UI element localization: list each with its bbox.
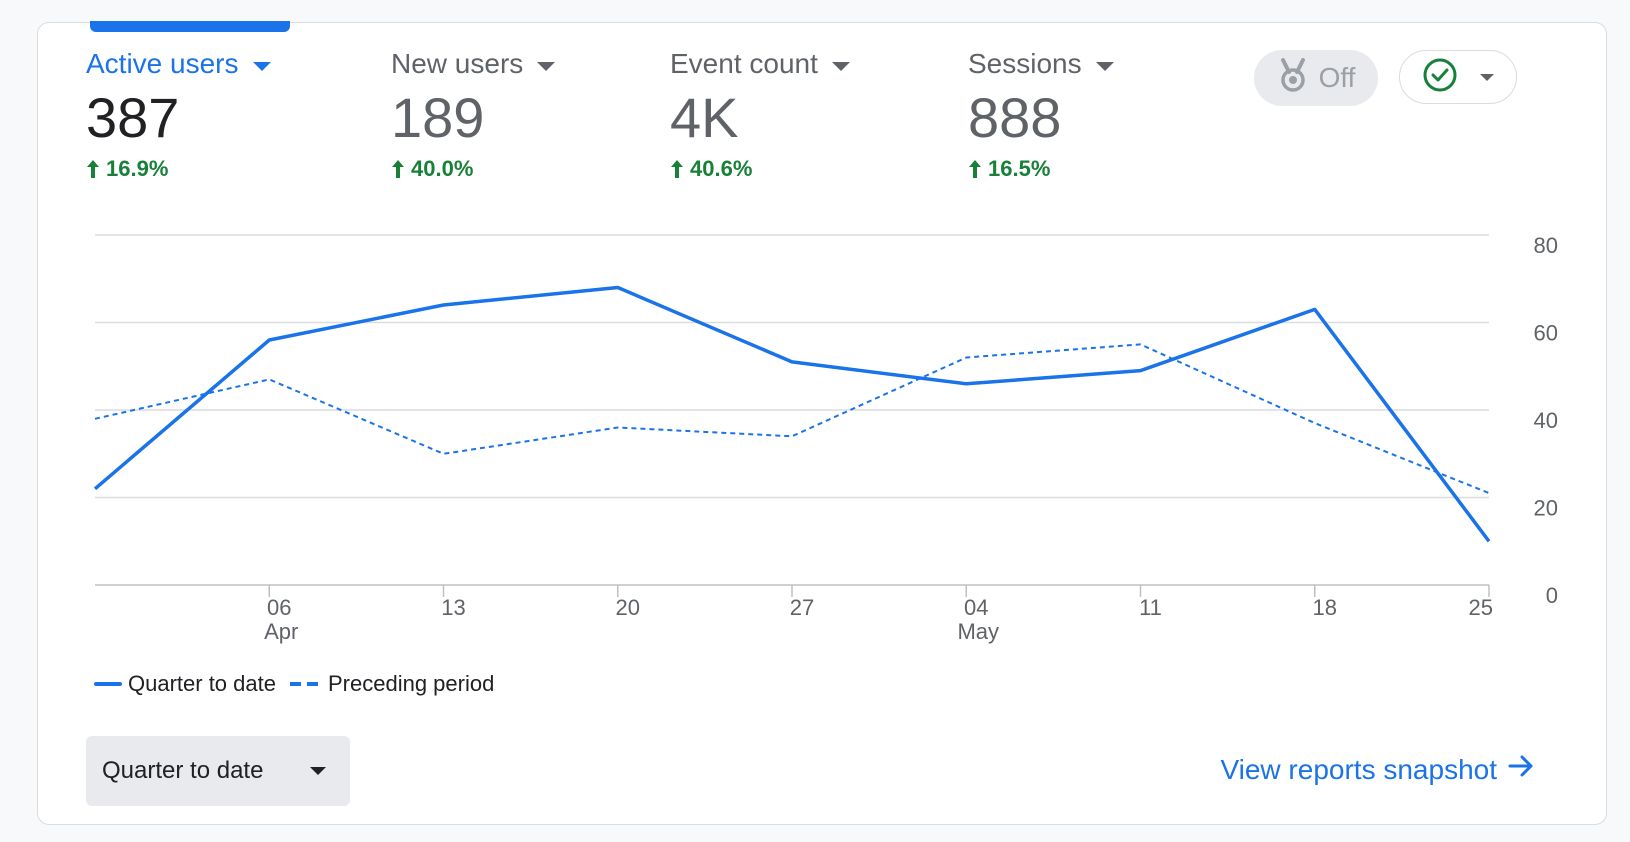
x-tick-label: 06 xyxy=(267,595,291,620)
y-tick-label: 80 xyxy=(1534,233,1558,258)
metric-label: Sessions xyxy=(968,48,1082,79)
metric-header[interactable]: Event count xyxy=(670,48,850,80)
arrow-right-icon xyxy=(1507,752,1535,787)
dropdown-caret-icon[interactable] xyxy=(831,61,850,71)
metric-value: 888 xyxy=(968,86,1062,149)
x-tick-label: 11 xyxy=(1139,595,1162,620)
metric-change-value: 16.5% xyxy=(988,156,1051,182)
x-tick-label: 04 xyxy=(964,595,988,620)
view-reports-snapshot-link[interactable]: View reports snapshot xyxy=(1220,752,1535,787)
metric-change: 16.9% xyxy=(86,156,271,182)
x-tick-label: 27 xyxy=(790,595,814,620)
arrow-up-icon xyxy=(968,159,982,179)
dropdown-caret-icon[interactable] xyxy=(537,61,556,71)
metric-tab-new-users[interactable]: New users 189 40.0% xyxy=(391,48,556,182)
legend-dashed-label: Preceding period xyxy=(327,671,495,696)
metric-header[interactable]: New users xyxy=(391,48,556,80)
metric-tab-event-count[interactable]: Event count 4K 40.6% xyxy=(670,48,850,182)
medal-icon xyxy=(1277,57,1309,99)
y-tick-label: 60 xyxy=(1534,321,1558,346)
legend-solid-swatch xyxy=(94,682,122,686)
y-tick-label: 40 xyxy=(1534,408,1558,433)
metric-value: 4K xyxy=(670,86,739,149)
date-range-dropdown[interactable]: Quarter to date xyxy=(86,736,350,806)
metric-header[interactable]: Sessions xyxy=(968,48,1114,80)
metric-change-value: 40.0% xyxy=(411,156,474,182)
y-tick-label: 0 xyxy=(1546,583,1558,608)
legend-item-dashed: Preceding period xyxy=(289,671,495,697)
metric-change: 40.0% xyxy=(391,156,555,182)
arrow-up-icon xyxy=(670,159,684,179)
metric-change: 16.5% xyxy=(968,156,1114,182)
data-quality-dropdown[interactable] xyxy=(1399,50,1517,104)
insights-toggle-off[interactable]: Off xyxy=(1254,50,1378,106)
check-circle-icon xyxy=(1422,57,1458,98)
metric-tab-sessions[interactable]: Sessions 888 16.5% xyxy=(968,48,1114,182)
metric-header[interactable]: Active users xyxy=(86,48,271,80)
x-tick-label: 18 xyxy=(1313,595,1337,620)
dropdown-caret-icon xyxy=(1480,73,1494,81)
metric-change-value: 16.9% xyxy=(106,156,169,182)
x-tick-label: 20 xyxy=(616,595,640,620)
line-chart: 0 20 40 60 80 06 Apr 13 20 27 04 May 11 18 25 xyxy=(93,233,1558,644)
snapshot-link-label: View reports snapshot xyxy=(1220,753,1497,785)
legend-item-solid: Quarter to date xyxy=(94,671,276,697)
metric-label: Active users xyxy=(86,48,239,79)
arrow-up-icon xyxy=(86,159,100,179)
metric-value: 387 xyxy=(86,86,180,149)
dropdown-caret-icon xyxy=(310,767,326,775)
chart-legend: Quarter to date Preceding period xyxy=(94,671,508,697)
metric-value: 189 xyxy=(391,86,485,149)
active-tab-indicator xyxy=(90,21,290,32)
legend-solid-label: Quarter to date xyxy=(128,671,276,696)
metric-label: Event count xyxy=(670,48,818,79)
x-tick-sublabel: May xyxy=(957,619,999,644)
metric-tab-active-users[interactable]: Active users 387 16.9% xyxy=(86,48,271,182)
x-tick-sublabel: Apr xyxy=(264,619,298,644)
dropdown-caret-icon[interactable] xyxy=(252,61,271,71)
series-line-preceding-period xyxy=(94,343,1490,495)
date-range-label: Quarter to date xyxy=(102,757,264,784)
metric-change-value: 40.6% xyxy=(690,156,753,182)
arrow-up-icon xyxy=(391,159,405,179)
legend-dashed-swatch xyxy=(289,682,318,686)
metric-label: New users xyxy=(391,48,524,79)
x-tick-label: 13 xyxy=(441,595,465,620)
series-line-quarter-to-date xyxy=(93,285,1491,543)
y-tick-label: 20 xyxy=(1534,496,1558,521)
toggle-label: Off xyxy=(1318,62,1356,93)
metric-change: 40.6% xyxy=(670,156,850,182)
x-tick-label: 25 xyxy=(1469,595,1493,620)
dropdown-caret-icon[interactable] xyxy=(1095,61,1114,71)
